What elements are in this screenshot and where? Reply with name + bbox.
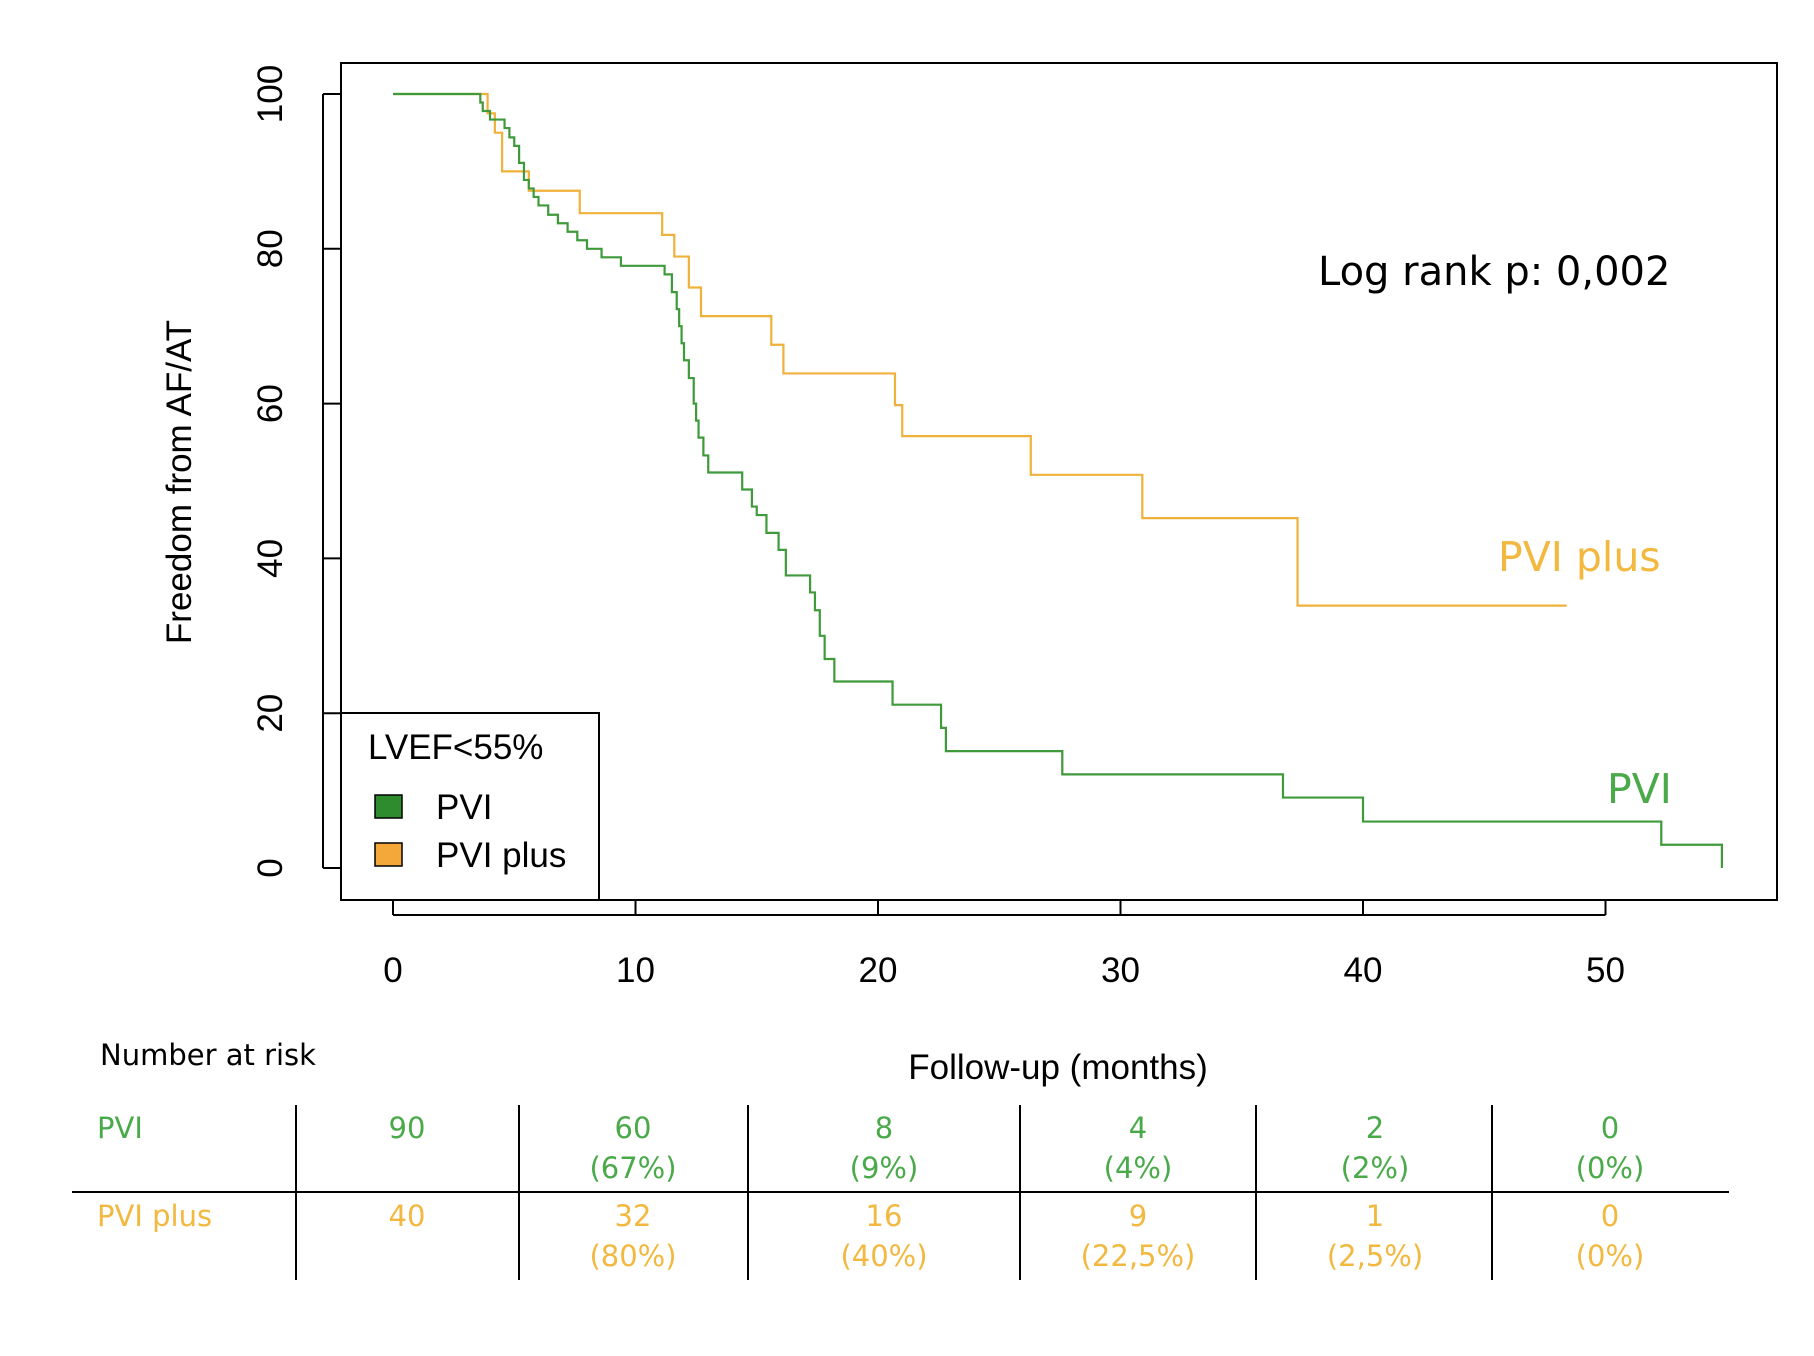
series-label-pvi-plus: PVI plus bbox=[1498, 533, 1661, 581]
legend-swatch-pvi bbox=[374, 794, 403, 819]
risk-percent: (2%) bbox=[1341, 1151, 1410, 1185]
legend-title: LVEF<55% bbox=[368, 728, 543, 767]
risk-row-label: PVI plus bbox=[97, 1199, 212, 1233]
series-line-pvi bbox=[393, 92, 1723, 868]
y-axis-label: Freedom from AF/AT bbox=[160, 320, 199, 644]
risk-percent: (2,5%) bbox=[1327, 1239, 1423, 1273]
risk-count: 0 bbox=[1601, 1199, 1619, 1233]
y-tick-label: 0 bbox=[251, 858, 290, 877]
risk-table-title: Number at risk bbox=[100, 1038, 316, 1072]
risk-count: 90 bbox=[389, 1111, 426, 1145]
risk-count: 2 bbox=[1366, 1111, 1384, 1145]
y-tick-label: 100 bbox=[251, 65, 290, 123]
risk-table-column-lines bbox=[295, 1105, 1493, 1280]
series-label-pvi: PVI bbox=[1607, 765, 1672, 813]
x-tick-label: 10 bbox=[616, 951, 655, 990]
risk-percent: (9%) bbox=[850, 1151, 919, 1185]
x-tick-label: 20 bbox=[859, 951, 898, 990]
risk-count: 60 bbox=[615, 1111, 652, 1145]
risk-percent: (0%) bbox=[1576, 1151, 1645, 1185]
risk-count: 4 bbox=[1129, 1111, 1147, 1145]
risk-percent: (40%) bbox=[840, 1239, 927, 1273]
risk-percent: (4%) bbox=[1104, 1151, 1173, 1185]
x-tick-label: 30 bbox=[1101, 951, 1140, 990]
legend-swatch-pvi-plus bbox=[374, 842, 403, 867]
risk-count: 32 bbox=[615, 1199, 652, 1233]
legend: LVEF<55% PVI PVI plus bbox=[340, 712, 600, 901]
risk-count: 9 bbox=[1129, 1199, 1147, 1233]
legend-entry-pvi: PVI bbox=[436, 788, 492, 827]
risk-count: 16 bbox=[866, 1199, 903, 1233]
risk-percent: (22,5%) bbox=[1081, 1239, 1196, 1273]
risk-table-cells: PVI 90 60(67%)8(9%)4(4%)2(2%)0(0%)PVI plus… bbox=[97, 1111, 1644, 1273]
y-tick-label: 60 bbox=[251, 384, 290, 423]
x-axis: 0 10 20 30 40 50 bbox=[383, 900, 1625, 990]
risk-percent: (80%) bbox=[589, 1239, 676, 1273]
plot-frame bbox=[340, 62, 1778, 901]
y-tick-label: 20 bbox=[251, 694, 290, 733]
y-axis: 0 20 40 60 80 100 bbox=[251, 65, 341, 878]
risk-row-label: PVI bbox=[97, 1111, 143, 1145]
logrank-annotation: Log rank p: 0,002 bbox=[1318, 249, 1670, 295]
series-lines bbox=[393, 92, 1723, 868]
x-tick-label: 0 bbox=[383, 951, 402, 990]
risk-percent: (0%) bbox=[1576, 1239, 1645, 1273]
legend-entry-pvi-plus: PVI plus bbox=[436, 836, 566, 875]
x-tick-label: 40 bbox=[1344, 951, 1383, 990]
risk-percent: (67%) bbox=[589, 1151, 676, 1185]
risk-count: 8 bbox=[875, 1111, 893, 1145]
series-line-pvi-plus bbox=[393, 92, 1567, 607]
risk-count: 0 bbox=[1601, 1111, 1619, 1145]
risk-count: 1 bbox=[1366, 1199, 1384, 1233]
y-tick-label: 80 bbox=[251, 229, 290, 268]
x-axis-label: Follow-up (months) bbox=[908, 1048, 1208, 1087]
x-tick-label: 50 bbox=[1586, 951, 1625, 990]
risk-count: 40 bbox=[389, 1199, 426, 1233]
y-tick-label: 40 bbox=[251, 539, 290, 578]
risk-table: Number at risk PVI 90 60(67%)8(9%)4(4%)2(2… bbox=[72, 1038, 1729, 1280]
